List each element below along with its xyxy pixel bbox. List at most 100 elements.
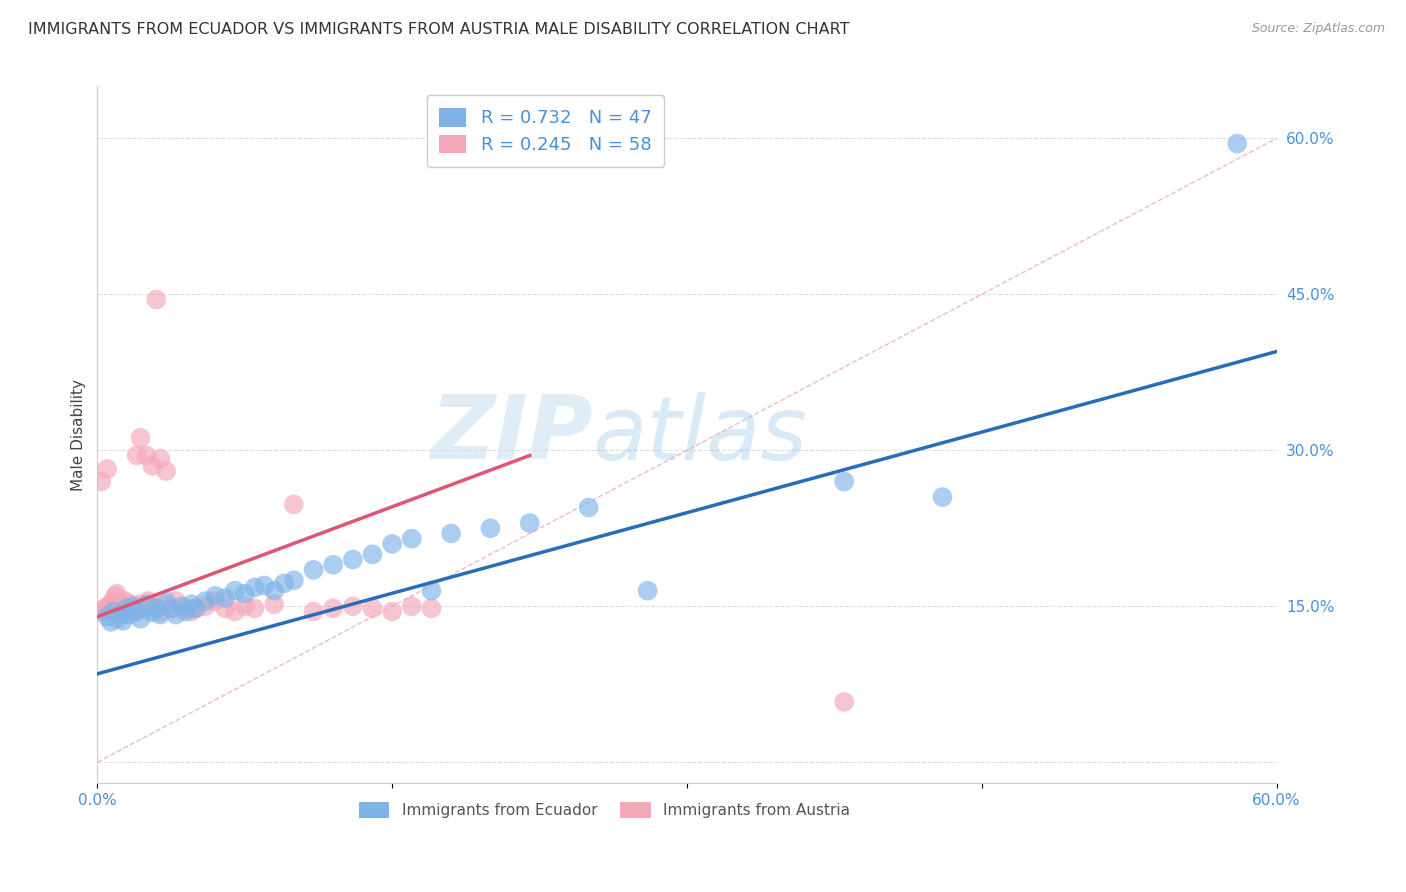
Point <box>121 599 143 614</box>
Point <box>105 612 128 626</box>
Point <box>100 597 122 611</box>
Point <box>180 597 202 611</box>
Point <box>342 599 364 614</box>
Point <box>174 605 197 619</box>
Point <box>637 583 659 598</box>
Text: atlas: atlas <box>592 392 807 478</box>
Point <box>129 431 152 445</box>
Point <box>401 532 423 546</box>
Point <box>121 599 143 614</box>
Point <box>125 449 148 463</box>
Point <box>141 458 163 473</box>
Point <box>479 521 502 535</box>
Point <box>134 601 156 615</box>
Point <box>100 605 122 619</box>
Point <box>519 516 541 530</box>
Point <box>100 615 122 629</box>
Point <box>361 547 384 561</box>
Point <box>832 695 855 709</box>
Point <box>108 605 131 619</box>
Point <box>243 581 266 595</box>
Point <box>322 601 344 615</box>
Point <box>322 558 344 572</box>
Point <box>214 601 236 615</box>
Point <box>283 574 305 588</box>
Point <box>145 601 167 615</box>
Point <box>90 475 112 489</box>
Point <box>302 563 325 577</box>
Point <box>170 599 193 614</box>
Point <box>283 497 305 511</box>
Point <box>105 601 128 615</box>
Point <box>931 490 953 504</box>
Point <box>149 605 172 619</box>
Point <box>101 594 124 608</box>
Point <box>101 601 124 615</box>
Point <box>381 605 404 619</box>
Point <box>194 599 217 614</box>
Point <box>174 601 197 615</box>
Point <box>96 462 118 476</box>
Point <box>129 597 152 611</box>
Point <box>253 578 276 592</box>
Point <box>381 537 404 551</box>
Point <box>263 583 285 598</box>
Point <box>145 293 167 307</box>
Point <box>149 451 172 466</box>
Point <box>184 601 207 615</box>
Point <box>104 589 127 603</box>
Point <box>155 464 177 478</box>
Point <box>141 599 163 614</box>
Point <box>111 601 134 615</box>
Point <box>165 594 187 608</box>
Point <box>155 597 177 611</box>
Point <box>110 599 132 614</box>
Point <box>361 601 384 615</box>
Text: Source: ZipAtlas.com: Source: ZipAtlas.com <box>1251 22 1385 36</box>
Point <box>114 594 136 608</box>
Point <box>135 449 157 463</box>
Point <box>129 612 152 626</box>
Point <box>180 605 202 619</box>
Point <box>98 601 121 615</box>
Point <box>160 601 183 615</box>
Point <box>125 605 148 619</box>
Point <box>138 594 160 608</box>
Point <box>263 597 285 611</box>
Text: IMMIGRANTS FROM ECUADOR VS IMMIGRANTS FROM AUSTRIA MALE DISABILITY CORRELATION C: IMMIGRANTS FROM ECUADOR VS IMMIGRANTS FR… <box>28 22 849 37</box>
Point <box>141 606 163 620</box>
Point <box>420 601 443 615</box>
Point <box>401 599 423 614</box>
Point <box>214 591 236 605</box>
Point <box>832 475 855 489</box>
Point <box>96 599 118 614</box>
Point <box>118 607 141 622</box>
Point <box>115 605 138 619</box>
Point <box>155 594 177 608</box>
Point <box>94 601 117 615</box>
Point <box>120 597 142 611</box>
Point <box>233 587 256 601</box>
Point <box>149 607 172 622</box>
Point <box>91 605 114 619</box>
Point <box>96 609 118 624</box>
Point <box>111 614 134 628</box>
Point <box>342 552 364 566</box>
Point <box>124 601 146 615</box>
Text: ZIP: ZIP <box>430 392 592 478</box>
Point <box>204 589 226 603</box>
Point <box>110 607 132 622</box>
Point <box>118 601 141 615</box>
Point <box>224 605 246 619</box>
Point <box>243 601 266 615</box>
Point <box>165 607 187 622</box>
Point <box>194 594 217 608</box>
Point <box>105 587 128 601</box>
Point <box>273 576 295 591</box>
Point <box>420 583 443 598</box>
Legend: Immigrants from Ecuador, Immigrants from Austria: Immigrants from Ecuador, Immigrants from… <box>353 796 856 824</box>
Point <box>204 594 226 608</box>
Y-axis label: Male Disability: Male Disability <box>72 379 86 491</box>
Point <box>440 526 463 541</box>
Point <box>302 605 325 619</box>
